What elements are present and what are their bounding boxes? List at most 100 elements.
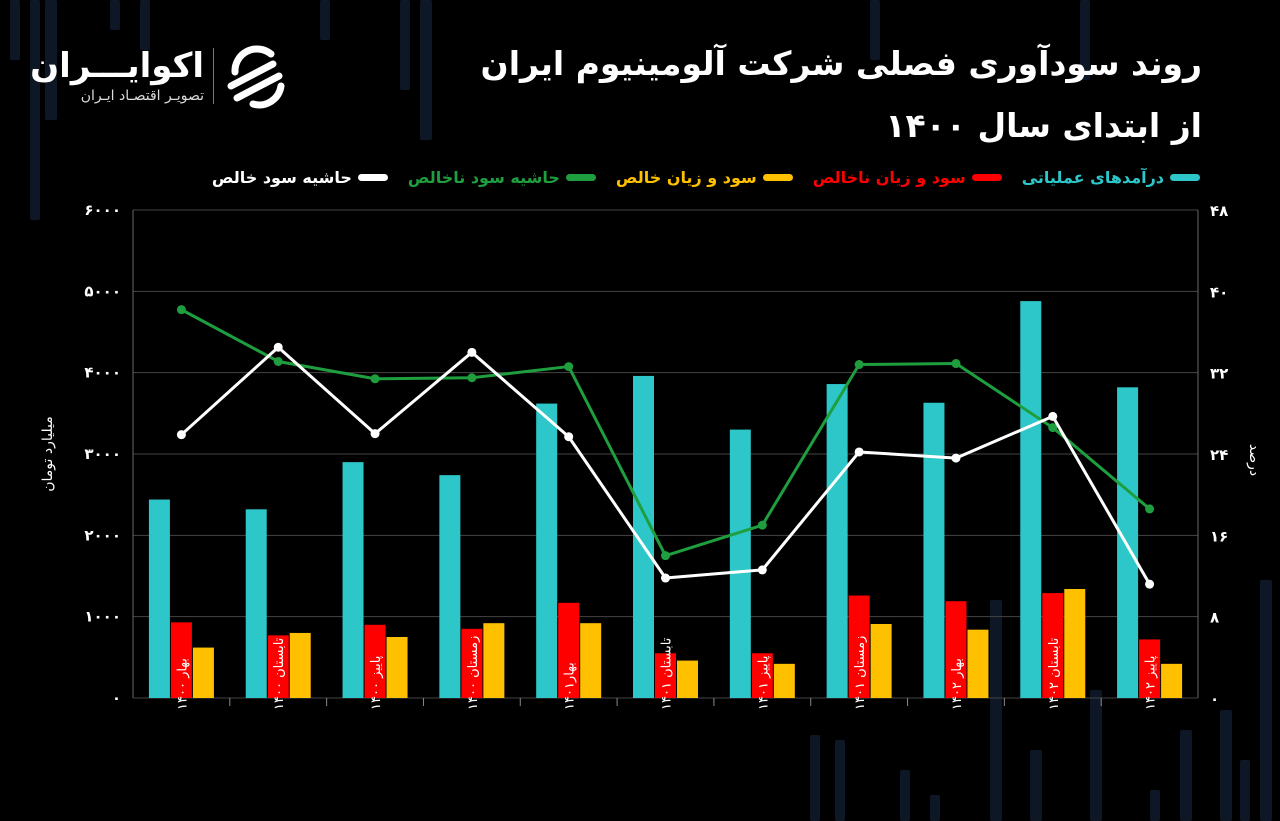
line-point	[757, 565, 767, 575]
legend-swatch	[1170, 174, 1200, 181]
x-tick-label: تابستان ۱۴۰۲	[1047, 637, 1062, 710]
bar	[267, 635, 289, 698]
background-bar	[420, 0, 432, 140]
line-point	[854, 447, 864, 457]
background-bar	[1090, 690, 1102, 821]
legend-swatch	[565, 174, 596, 181]
background-bar	[30, 0, 40, 220]
y2-tick-label: ۴۸	[1210, 202, 1228, 220]
chart-legend: درآمدهای عملیاتی سود و زیان ناخالص سود و ز…	[212, 168, 1200, 187]
background-bar	[400, 0, 410, 90]
line-point	[564, 432, 574, 442]
x-tick-label: بهار ۱۴۰۲	[950, 658, 965, 710]
legend-item: سود و زیان خالص	[616, 168, 793, 187]
x-tick-label: زمستان ۱۴۰۱	[853, 636, 868, 710]
bar	[245, 509, 267, 698]
bar	[386, 637, 408, 698]
line-point	[564, 362, 574, 372]
bar	[655, 653, 676, 698]
bar	[826, 384, 848, 698]
y2-axis-title: درصد	[1246, 444, 1262, 476]
logo-name: اکوایـــران	[30, 46, 204, 86]
y-tick-label: ۲۰۰۰	[84, 526, 121, 544]
legend-item: حاشیه سود خالص	[212, 168, 388, 187]
x-tick-label: پاییز ۱۴۰۱	[756, 655, 771, 710]
bar	[558, 602, 580, 698]
y-axis-title: میلیارد تومان	[40, 416, 56, 491]
bar	[289, 632, 311, 698]
series-line	[180, 345, 1151, 585]
logo-separator	[213, 48, 214, 104]
bar	[483, 623, 505, 698]
series-line	[180, 308, 1151, 558]
legend-label: درآمدهای عملیاتی	[1021, 168, 1164, 187]
legend-item: سود و زیان ناخالص	[813, 168, 1002, 187]
line-point	[370, 429, 380, 439]
ecoiran-swirl-icon	[227, 45, 285, 109]
bar	[342, 462, 364, 698]
x-tick-label: تابستان ۱۴۰۰	[272, 637, 287, 710]
background-bar	[870, 0, 880, 60]
bar	[633, 375, 654, 698]
bar	[923, 402, 945, 698]
bar	[729, 429, 751, 698]
bar	[1161, 663, 1183, 698]
bar	[677, 660, 698, 698]
bar	[170, 622, 192, 698]
y2-tick-label: ۲۴	[1210, 446, 1228, 464]
legend-item: درآمدهای عملیاتی	[1022, 168, 1200, 187]
legend-swatch	[762, 174, 793, 181]
background-bar	[1150, 790, 1160, 821]
legend-label: حاشیه سود ناخالص	[407, 168, 560, 187]
background-bar	[110, 0, 120, 30]
x-tick-label: بهار ۱۴۰۰	[175, 658, 190, 710]
line-point	[757, 520, 767, 530]
legend-label: حاشیه سود خالص	[211, 168, 352, 187]
line-point	[273, 356, 283, 366]
bar	[1020, 301, 1042, 698]
background-bar	[990, 600, 1002, 821]
y-tick-label: ۰	[112, 689, 121, 707]
bar	[580, 623, 602, 698]
y2-tick-label: ۰	[1210, 690, 1219, 708]
legend-label: سود و زیان ناخالص	[812, 168, 966, 187]
background-bar	[1260, 580, 1272, 821]
line-point	[176, 430, 186, 440]
line-point	[467, 347, 477, 357]
line-point	[854, 360, 864, 370]
legend-swatch	[971, 174, 1002, 181]
bar	[439, 475, 461, 698]
background-bar	[1080, 0, 1090, 80]
line-point	[1145, 579, 1155, 589]
line-point	[176, 305, 186, 315]
logo-tagline: تصویـر اقتصـاد ایـران	[80, 88, 204, 104]
background-bar	[810, 735, 820, 821]
y-tick-label: ۱۰۰۰	[84, 608, 121, 626]
background-bar	[930, 795, 940, 821]
background-bar	[1240, 760, 1250, 821]
y-tick-label: ۳۰۰۰	[84, 445, 121, 463]
x-tick-label: بهار۱۴۰۱	[563, 662, 578, 710]
bar	[1064, 589, 1086, 698]
bar	[773, 663, 795, 698]
bar	[967, 629, 989, 698]
chart-title-line-1: روند سودآوری فصلی شرکت آلومینیوم ایران	[480, 44, 1202, 83]
legend-label: سود و زیان خالص	[615, 168, 757, 187]
bar	[536, 403, 558, 698]
line-point	[467, 373, 477, 383]
legend-item: حاشیه سود ناخالص	[408, 168, 596, 187]
background-bar	[835, 740, 845, 821]
line-point	[661, 551, 670, 561]
y-tick-label: ۶۰۰۰	[84, 201, 121, 219]
bar	[364, 624, 386, 698]
bar	[192, 647, 214, 698]
y2-tick-label: ۴۰	[1210, 283, 1228, 301]
x-tick-label: زمستان ۱۴۰۰	[466, 636, 481, 710]
line-point	[1145, 504, 1155, 514]
line-point	[273, 342, 283, 352]
background-bar	[140, 0, 150, 50]
background-bar	[10, 0, 20, 60]
bar	[461, 628, 483, 698]
